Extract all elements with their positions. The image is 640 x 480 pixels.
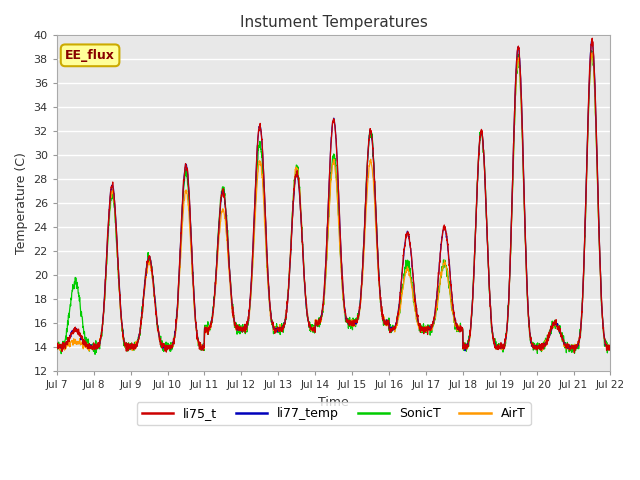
Line: SonicT: SonicT: [57, 51, 611, 354]
li77_temp: [558, 334, 566, 340]
AirT: [85, 348, 93, 354]
li75_t: [607, 347, 614, 353]
AirT: [362, 213, 370, 218]
li77_temp: [573, 345, 581, 350]
li77_temp: [495, 345, 502, 350]
Line: li77_temp: li77_temp: [57, 41, 611, 351]
SonicT: [558, 334, 566, 340]
Line: li75_t: li75_t: [57, 38, 611, 353]
AirT: [495, 344, 502, 350]
li75_t: [495, 341, 502, 347]
li77_temp: [362, 200, 369, 206]
AirT: [558, 335, 566, 340]
SonicT: [53, 343, 61, 348]
SonicT: [350, 321, 358, 327]
SonicT: [495, 346, 502, 352]
li75_t: [588, 36, 596, 41]
Text: EE_flux: EE_flux: [65, 49, 115, 62]
SonicT: [607, 341, 614, 347]
SonicT: [573, 343, 581, 349]
Title: Instument Temperatures: Instument Temperatures: [240, 15, 428, 30]
li75_t: [573, 344, 581, 349]
li75_t: [349, 320, 357, 325]
AirT: [573, 342, 581, 348]
AirT: [207, 319, 215, 324]
Y-axis label: Temperature (C): Temperature (C): [15, 152, 28, 254]
li77_temp: [607, 344, 614, 350]
AirT: [350, 322, 358, 328]
li77_temp: [207, 320, 215, 326]
li75_t: [362, 202, 369, 207]
SonicT: [362, 196, 370, 202]
li77_temp: [349, 322, 357, 328]
li75_t: [53, 341, 61, 347]
AirT: [53, 345, 61, 350]
Legend: li75_t, li77_temp, SonicT, AirT: li75_t, li77_temp, SonicT, AirT: [137, 402, 531, 425]
li75_t: [207, 322, 215, 327]
li77_temp: [588, 38, 595, 44]
li77_temp: [461, 348, 469, 354]
AirT: [589, 50, 596, 56]
li75_t: [557, 333, 565, 339]
SonicT: [207, 318, 215, 324]
li75_t: [570, 350, 578, 356]
SonicT: [91, 351, 99, 357]
SonicT: [588, 48, 595, 54]
Line: AirT: AirT: [57, 53, 611, 351]
li77_temp: [53, 345, 61, 351]
X-axis label: Time: Time: [318, 396, 349, 408]
AirT: [607, 344, 614, 349]
